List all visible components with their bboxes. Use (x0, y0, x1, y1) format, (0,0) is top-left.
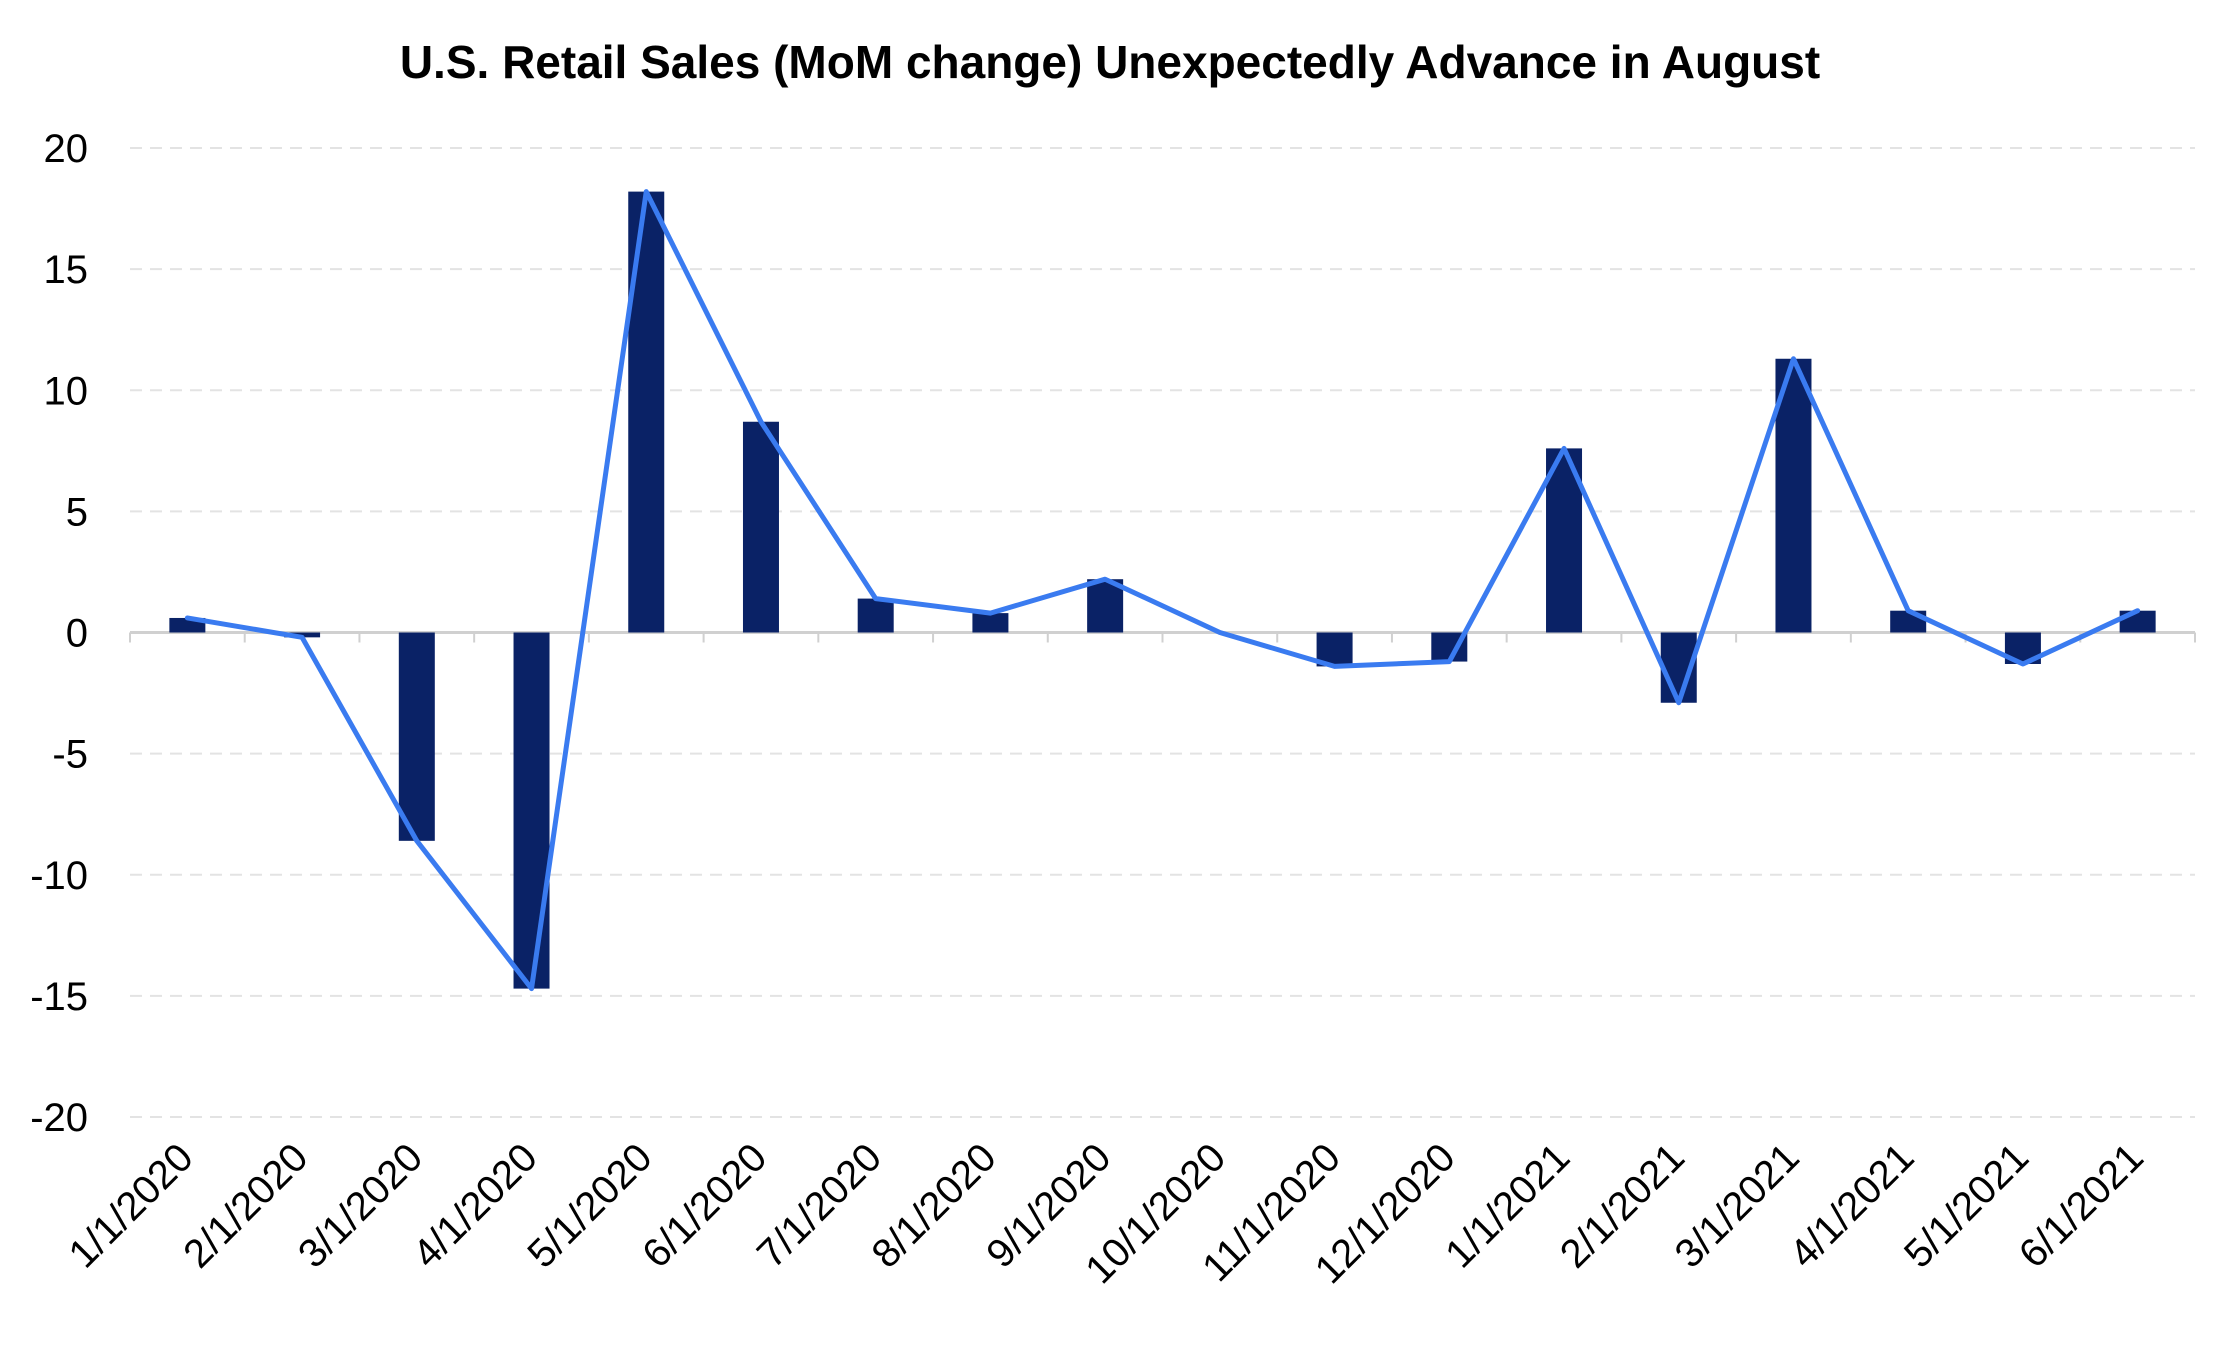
x-tick-label: 6/1/2020 (634, 1135, 775, 1276)
x-tick-label: 4/1/2020 (405, 1135, 546, 1276)
x-tick-label: 3/1/2020 (290, 1135, 431, 1276)
y-axis-tick-labels: 20 15 10 5 0 -5 -10 -15 -20 (30, 127, 88, 1140)
y-tick-label: 20 (44, 127, 89, 171)
x-tick-label: 5/1/2021 (1896, 1135, 2037, 1276)
bar (857, 598, 894, 633)
x-tick-label: 3/1/2021 (1667, 1135, 1808, 1276)
y-tick-label: 10 (44, 369, 89, 413)
y-tick-label: -20 (30, 1096, 88, 1140)
bar (513, 632, 550, 989)
gridlines (130, 147, 2195, 1118)
x-tick-label: 8/1/2020 (864, 1135, 1005, 1276)
line-series (184, 189, 2141, 992)
bar (1087, 579, 1124, 633)
y-tick-label: 0 (66, 612, 88, 656)
y-tick-label: -5 (52, 733, 88, 777)
axes (129, 631, 2196, 643)
x-tick-label: 4/1/2021 (1781, 1135, 1922, 1276)
bar (742, 421, 779, 633)
x-tick-label: 1/1/2021 (1437, 1135, 1578, 1276)
bar (972, 613, 1009, 633)
y-tick-label: -10 (30, 854, 88, 898)
chart-title: U.S. Retail Sales (MoM change) Unexpecte… (400, 36, 1820, 88)
bar (398, 632, 435, 841)
bar (628, 191, 665, 633)
y-tick-label: 5 (66, 490, 88, 534)
series-line (184, 189, 2141, 992)
x-tick-label: 1/1/2020 (61, 1135, 202, 1276)
x-tick-label: 2/1/2021 (1552, 1135, 1693, 1276)
x-tick-label: 2/1/2020 (175, 1135, 316, 1276)
x-tick-label: 6/1/2021 (2011, 1135, 2152, 1276)
x-tick-label: 7/1/2020 (749, 1135, 890, 1276)
bar-series (169, 191, 2156, 989)
bar (1775, 358, 1812, 633)
x-tick-label: 5/1/2020 (519, 1135, 660, 1276)
x-axis-tick-labels: 1/1/20202/1/20203/1/20204/1/20205/1/2020… (61, 1135, 2152, 1292)
y-tick-label: 15 (44, 248, 89, 292)
y-tick-label: -15 (30, 975, 88, 1019)
